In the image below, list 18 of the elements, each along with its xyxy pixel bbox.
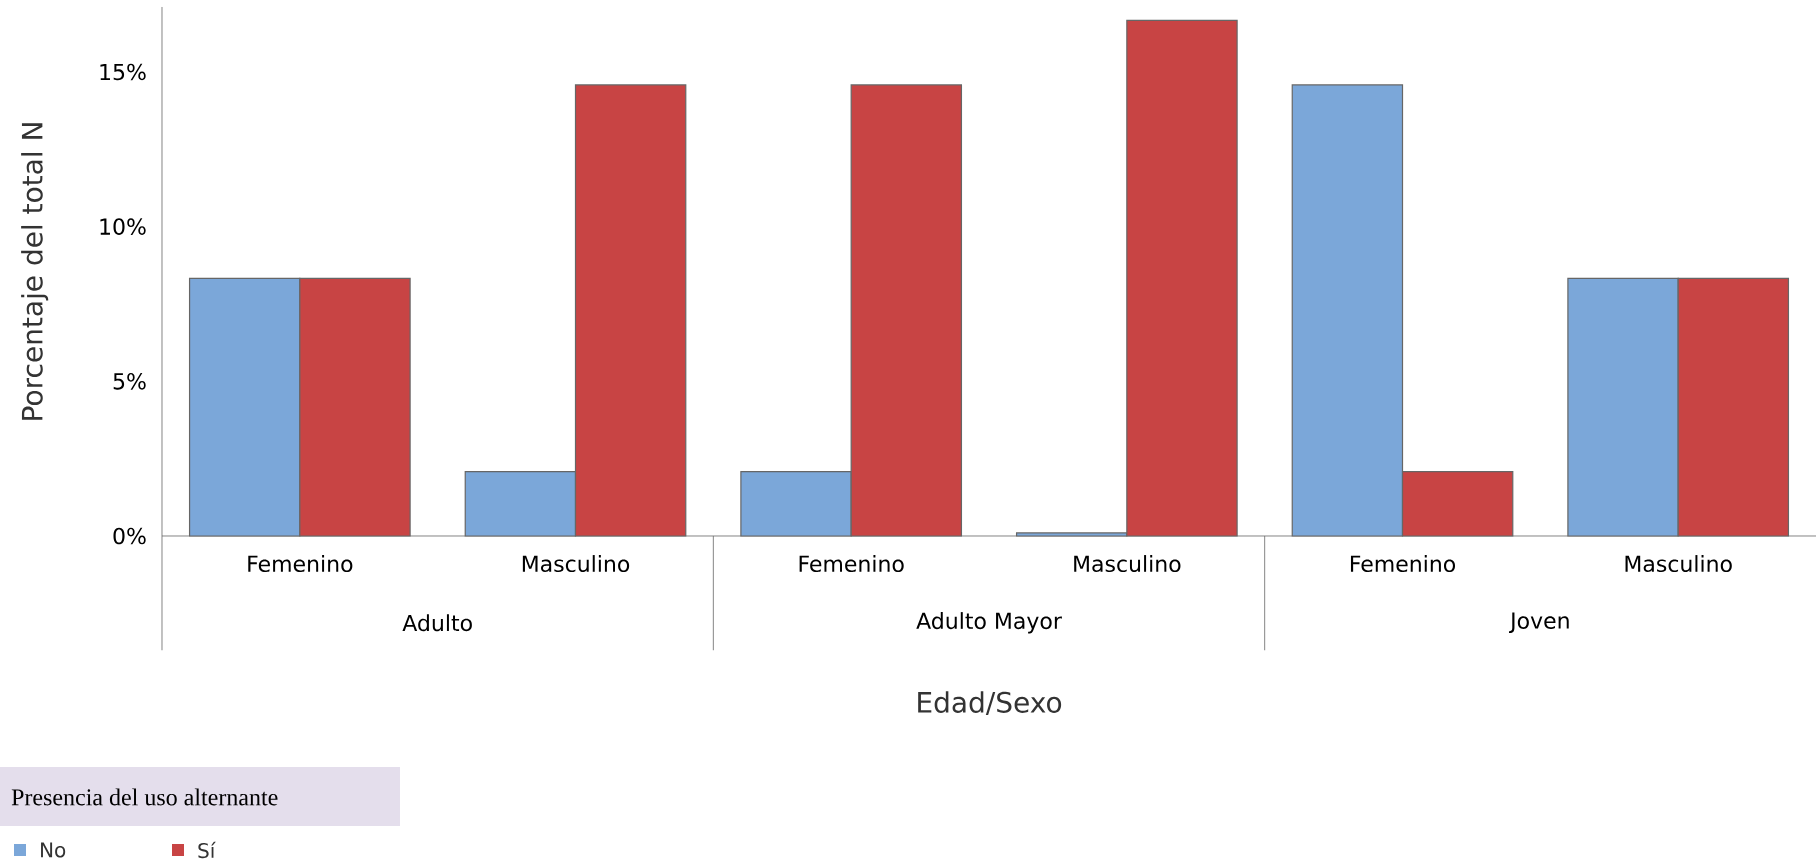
legend-title: Presencia del uso alternante — [11, 788, 278, 806]
y-tick-label: 10% — [100, 218, 146, 235]
y-tick-label: 15% — [100, 63, 146, 81]
x-tick-label: Masculino — [522, 555, 630, 573]
x-tick-label: Femenino — [799, 555, 904, 573]
x-tick-label: Femenino — [248, 555, 353, 573]
text: Adulto — [402, 614, 472, 632]
legend-label: No — [41, 842, 66, 858]
x-tick-label: Femenino — [1350, 555, 1456, 573]
y-axis-title: Porcentaje del total N — [21, 123, 49, 420]
x-axis-title: Edad/Sexo — [918, 691, 1062, 716]
y-tick-label: 0% — [113, 527, 146, 545]
text: Adulto Mayor — [916, 612, 1062, 634]
x-tick-label: Masculino — [1625, 555, 1732, 573]
x-tick-label: Masculino — [1074, 555, 1181, 573]
y-tick-label: 5% — [113, 373, 146, 390]
legend-label: Sí — [198, 841, 216, 859]
text: Joven — [1508, 612, 1569, 633]
